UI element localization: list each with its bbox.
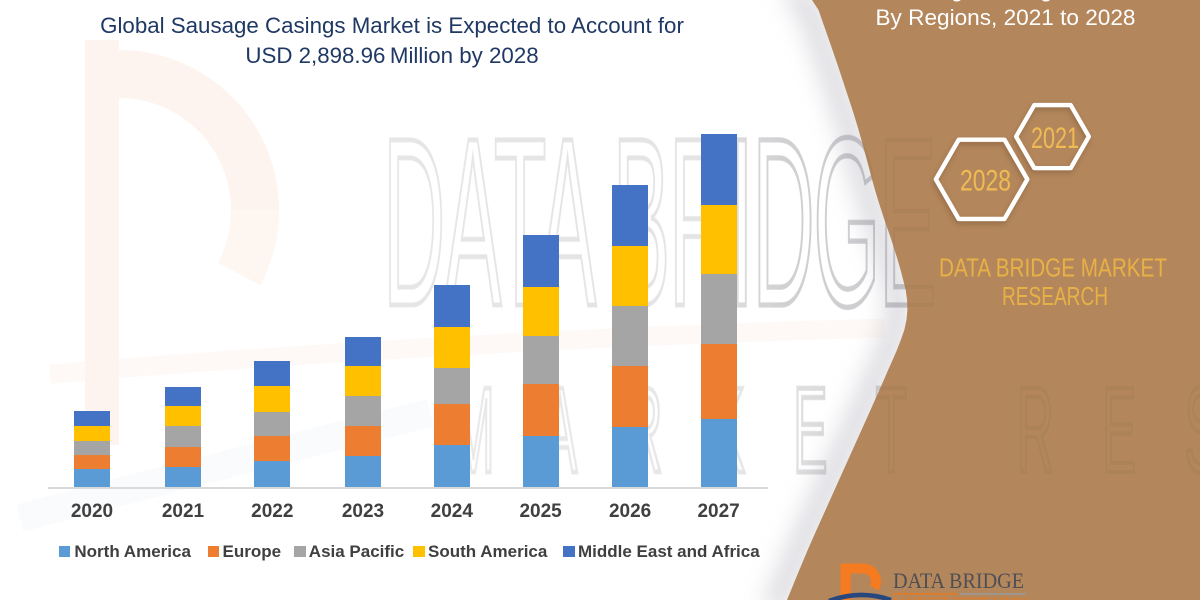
svg-text:DATA BRIDGE: DATA BRIDGE [383,89,935,356]
svg-text:RESEARCH: RESEARCH [1002,283,1108,311]
svg-text:DATA BRIDGE: DATA BRIDGE [383,89,935,356]
svg-text:2021: 2021 [1031,122,1079,155]
svg-text:DATA BRIDGE MARKET: DATA BRIDGE MARKET [939,255,1167,283]
svg-text:2028: 2028 [960,165,1011,198]
svg-text:DATA BRIDGE: DATA BRIDGE [893,568,1024,593]
svg-text:MARKET RES: MARKET RES [452,361,1200,498]
svg-text:MARKET RESEARCH: MARKET RESEARCH [893,595,1029,600]
